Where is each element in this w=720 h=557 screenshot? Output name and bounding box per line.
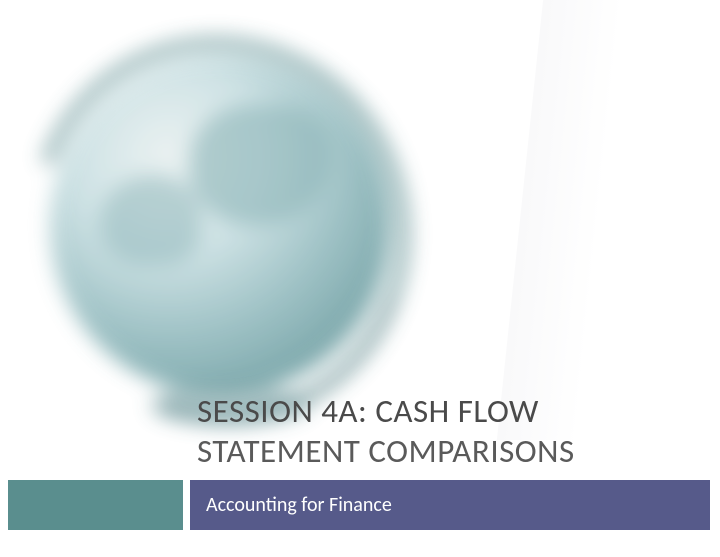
diagonal-divider bbox=[497, 0, 623, 440]
globe-image bbox=[10, 25, 430, 445]
title-line-2: STATEMENT COMPARISONS bbox=[197, 432, 697, 472]
slide-title: SESSION 4A: CASH FLOW STATEMENT COMPARIS… bbox=[197, 392, 697, 471]
subtitle-text: Accounting for Finance bbox=[206, 493, 392, 517]
title-line-1: SESSION 4A: CASH FLOW bbox=[197, 392, 697, 432]
subtitle-bar: Accounting for Finance bbox=[190, 480, 710, 530]
accent-bar bbox=[8, 480, 183, 530]
